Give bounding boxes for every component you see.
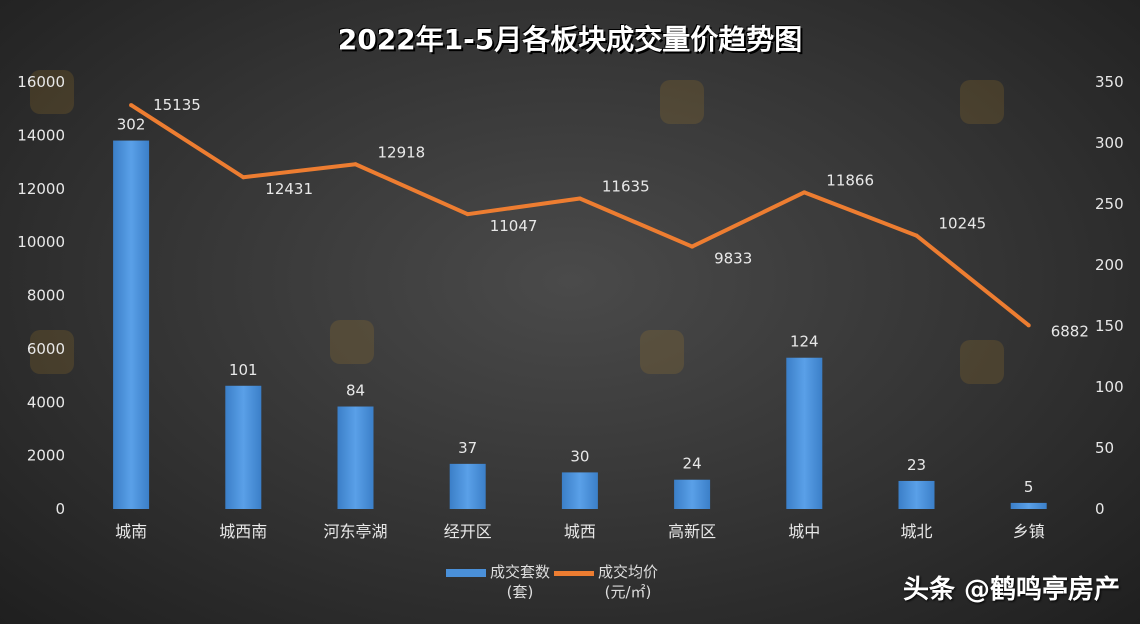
right-axis-tick: 300 xyxy=(1095,134,1124,152)
bar xyxy=(113,140,150,509)
bar-data-label: 30 xyxy=(570,447,589,465)
left-axis-tick: 16000 xyxy=(17,73,65,91)
category-label: 城南 xyxy=(115,522,147,541)
line-point xyxy=(802,190,807,195)
line-data-label: 6882 xyxy=(1051,322,1089,340)
legend-item-units: 成交套数 (套) xyxy=(446,562,550,602)
line-data-label: 12918 xyxy=(378,143,426,161)
line-data-label: 15135 xyxy=(153,96,201,114)
category-label: 乡镇 xyxy=(1013,522,1045,541)
bar xyxy=(449,463,486,509)
bar xyxy=(786,357,823,509)
left-axis-tick: 2000 xyxy=(27,447,65,465)
line-point xyxy=(577,196,582,201)
bar xyxy=(225,385,262,509)
logo-watermark xyxy=(960,80,1004,124)
bar-data-label: 101 xyxy=(229,361,258,379)
legend-unit: (套) xyxy=(506,583,534,601)
line-point xyxy=(465,212,470,217)
line-point xyxy=(353,162,358,167)
left-axis-tick: 12000 xyxy=(17,180,65,198)
line-point xyxy=(1026,323,1031,328)
bar xyxy=(561,472,598,509)
bar-data-label: 124 xyxy=(790,333,819,351)
line-point xyxy=(914,233,919,238)
line-data-label: 12431 xyxy=(265,180,313,198)
bar-data-label: 302 xyxy=(117,116,146,134)
logo-watermark xyxy=(330,320,374,364)
right-axis-tick: 350 xyxy=(1095,73,1124,91)
logo-watermark xyxy=(640,330,684,374)
category-label: 河东亭湖 xyxy=(323,522,387,541)
watermark-text: 头条 @鹤鸣亭房产 xyxy=(902,575,1120,605)
legend-unit: (元/㎡) xyxy=(604,583,652,601)
chart-title: 2022年1-5月各板块成交量价趋势图 xyxy=(337,23,803,56)
right-axis-tick: 250 xyxy=(1095,195,1124,213)
right-axis-tick: 150 xyxy=(1095,317,1124,335)
logo-watermark xyxy=(960,340,1004,384)
right-axis-tick: 100 xyxy=(1095,378,1124,396)
legend-item-price: 成交均价 (元/㎡) xyxy=(554,562,658,602)
category-label: 城中 xyxy=(788,522,820,541)
legend-swatch-bar xyxy=(446,569,486,577)
line-data-label: 9833 xyxy=(714,250,752,268)
bar-data-label: 24 xyxy=(683,455,702,473)
legend-label: 成交均价 xyxy=(598,563,659,581)
logo-watermark xyxy=(30,330,74,374)
left-axis-tick: 6000 xyxy=(27,340,65,358)
line-point xyxy=(241,175,246,180)
left-axis-tick: 4000 xyxy=(27,393,65,411)
line-point xyxy=(690,244,695,249)
legend-label: 成交套数 xyxy=(490,563,551,581)
right-axis-tick: 0 xyxy=(1095,500,1105,518)
category-label: 城西 xyxy=(564,522,596,541)
logo-watermark xyxy=(660,80,704,124)
right-axis-tick: 200 xyxy=(1095,256,1124,274)
left-axis-tick: 8000 xyxy=(27,287,65,305)
bar xyxy=(898,480,935,509)
right-axis-tick: 50 xyxy=(1095,439,1114,457)
bar-data-label: 37 xyxy=(458,439,477,457)
left-axis-tick: 10000 xyxy=(17,233,65,251)
bar xyxy=(337,406,374,509)
bar-data-label: 23 xyxy=(907,456,926,474)
left-axis-tick: 14000 xyxy=(17,126,65,144)
bar-data-label: 84 xyxy=(346,382,365,400)
line-data-label: 11635 xyxy=(602,177,650,195)
bar xyxy=(1010,502,1047,509)
price-line xyxy=(130,103,1030,327)
line-data-label: 10245 xyxy=(939,215,987,233)
category-label: 城北 xyxy=(900,522,932,541)
left-axis-tick: 0 xyxy=(55,500,65,518)
legend-swatch-line xyxy=(554,571,595,576)
legend: 成交套数 (套) 成交均价 (元/㎡) xyxy=(446,562,662,602)
line-point xyxy=(129,103,134,108)
bar xyxy=(674,479,711,509)
line-data-label: 11047 xyxy=(490,217,538,235)
category-label: 经开区 xyxy=(444,522,492,541)
bar-data-label: 5 xyxy=(1024,478,1034,496)
category-label: 高新区 xyxy=(668,522,716,541)
category-label: 城西南 xyxy=(219,522,267,541)
logo-watermark xyxy=(30,70,74,114)
line-data-label: 11866 xyxy=(826,171,874,189)
